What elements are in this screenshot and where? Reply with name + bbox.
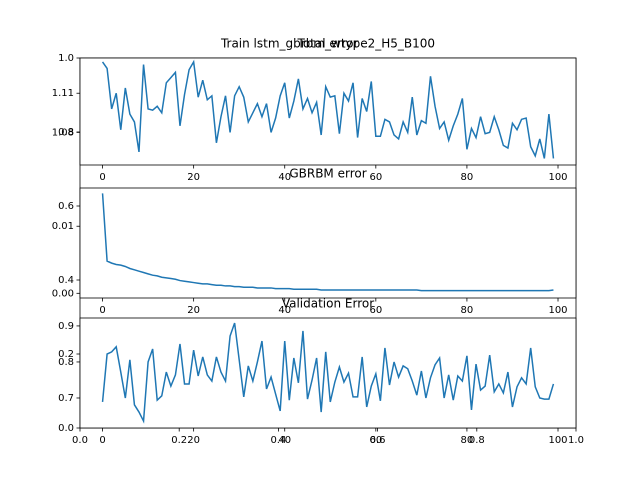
y-tick-label: 0.00: [52, 288, 74, 299]
x-tick-label: 80: [461, 305, 474, 316]
line-series: [101, 59, 555, 159]
axes-frame: [79, 57, 577, 166]
x-tick-label: 60: [369, 172, 382, 183]
y-tick-label: 0.0: [58, 423, 74, 434]
y-tick-label: 0.4: [58, 275, 74, 286]
axes-title: Total error: [297, 37, 359, 51]
x-tick-label: 100: [548, 305, 567, 316]
x-tick-label: 0: [99, 172, 105, 183]
x-tick-label: 0.4: [270, 435, 286, 446]
x-tick-label: 0.2: [171, 435, 187, 446]
y-tick-label: 0.8: [58, 357, 74, 368]
axes-title: Train lstm_gbrbm_wtype2_H5_B100: [220, 37, 435, 51]
x-tick-label: 40: [278, 172, 291, 183]
y-tick-label: 1.11: [52, 88, 74, 99]
x-tick-label: 0.8: [469, 435, 485, 446]
x-tick-label: 80: [461, 435, 474, 446]
axes-frame: [79, 187, 577, 299]
x-tick-label: 60: [369, 305, 382, 316]
y-tick-label: 1.0: [58, 53, 74, 64]
y-tick-label: 0.8: [58, 127, 74, 138]
x-tick-label: 0.6: [370, 435, 386, 446]
axes-frame: [79, 317, 577, 429]
axes-background: [80, 188, 576, 298]
axes-title: Validation Error: [282, 297, 374, 311]
axes-background: [80, 58, 576, 165]
y-tick-label: 0.2: [58, 349, 74, 360]
x-tick-label: 100: [548, 435, 567, 446]
x-tick-label: 40: [278, 305, 291, 316]
y-tick-label: 0.01: [52, 221, 74, 232]
x-tick-label: 20: [187, 172, 200, 183]
x-tick-label: 100: [548, 172, 567, 183]
x-tick-label: 60: [369, 435, 382, 446]
y-tick-label: 0.9: [58, 321, 74, 332]
x-tick-label: 20: [187, 435, 200, 446]
line-series: [101, 193, 554, 292]
x-tick-label: 0: [99, 435, 105, 446]
x-tick-label: 0: [99, 305, 105, 316]
x-tick-label: 1.0: [568, 435, 584, 446]
y-tick-label: 1.08: [52, 127, 74, 138]
x-tick-label: 80: [461, 172, 474, 183]
axes-title: GBRBM error: [289, 167, 366, 181]
x-tick-label: 40: [278, 435, 291, 446]
line-series: [101, 322, 555, 424]
y-tick-label: 0.6: [58, 201, 74, 212]
x-tick-label: 20: [187, 305, 200, 316]
x-tick-label: 0.0: [72, 435, 88, 446]
y-tick-label: 0.7: [58, 393, 74, 404]
